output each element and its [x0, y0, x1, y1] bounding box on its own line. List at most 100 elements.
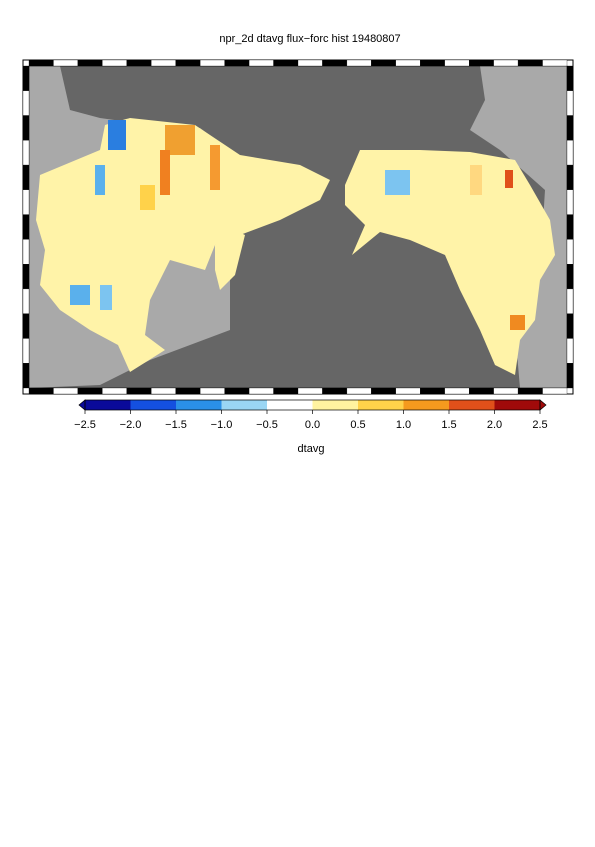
frame-tick — [566, 214, 574, 240]
frame-tick — [22, 164, 30, 190]
colorbar-segment — [176, 400, 222, 410]
frame-tick — [22, 189, 30, 215]
frame-tick — [22, 313, 30, 339]
frame-tick — [22, 363, 30, 389]
colorbar-segment — [494, 400, 540, 410]
frame-tick — [22, 338, 30, 364]
frame-tick — [22, 214, 30, 240]
frame-tick — [126, 59, 152, 67]
frame-tick — [566, 65, 574, 91]
colorbar-segment — [312, 400, 358, 410]
colorbar-tick-label: −1.5 — [165, 419, 187, 431]
colorbar-segment — [449, 400, 495, 410]
anomaly-patches — [70, 120, 525, 330]
frame-tick — [248, 59, 274, 67]
colorbar: −2.5 −2.0 −1.5 −1.0 −0.5 0.0 0.5 1.0 1.5 2.0 2.5 — [74, 399, 548, 431]
colorbar-tick-label: −0.5 — [256, 419, 278, 431]
frame-tick — [28, 387, 54, 395]
colorbar-segment — [130, 400, 176, 410]
frame-tick — [175, 59, 201, 67]
colorbar-segment — [358, 400, 404, 410]
frame-tick — [566, 264, 574, 290]
frame-tick — [420, 387, 445, 395]
frame-tick — [395, 387, 421, 395]
land-america — [470, 66, 567, 388]
colorbar-tick-label: 0.0 — [305, 419, 320, 431]
colorbar-end-low — [78, 399, 86, 411]
frame-tick — [322, 387, 348, 395]
frame-tick — [542, 59, 568, 67]
frame-tick — [224, 387, 250, 395]
frame-tick — [566, 313, 574, 339]
frame-tick — [77, 59, 103, 67]
frame-tick — [297, 59, 323, 67]
map — [22, 59, 574, 395]
frame-tick — [371, 59, 396, 67]
frame-tick — [102, 387, 127, 395]
colorbar-segment — [221, 400, 267, 410]
frame-tick — [469, 387, 494, 395]
frame-tick — [248, 387, 274, 395]
frame-tick — [22, 140, 30, 166]
frame-tick — [566, 288, 574, 314]
frame-tick — [517, 59, 543, 67]
frame-tick — [126, 387, 152, 395]
data-field-kamchatka — [215, 230, 245, 290]
frame-tick — [151, 59, 176, 67]
frame-tick — [273, 387, 299, 395]
frame-tick — [53, 387, 79, 395]
frame-tick — [322, 59, 348, 67]
frame-tick — [542, 387, 568, 395]
frame-tick — [566, 363, 574, 389]
frame-tick — [22, 65, 30, 91]
frame-tick — [346, 387, 372, 395]
map-title: npr_2d dtavg flux−forc hist 19480807 — [219, 33, 400, 45]
frame-tick — [566, 115, 574, 141]
frame-tick — [77, 387, 103, 395]
colorbar-segment — [267, 400, 313, 410]
frame-tick — [444, 387, 470, 395]
colorbar-tick-label: 0.5 — [350, 419, 365, 431]
frame-tick — [151, 387, 176, 395]
colorbar-end-high — [539, 399, 547, 411]
data-field-america — [345, 150, 555, 375]
frame-tick — [175, 387, 201, 395]
frame-tick — [493, 387, 519, 395]
frame-tick — [395, 59, 421, 67]
frame-tick — [566, 189, 574, 215]
frame-tick — [297, 387, 323, 395]
frame-tick — [22, 239, 30, 265]
frame-tick — [102, 59, 127, 67]
frame-tick — [566, 239, 574, 265]
colorbar-segment — [85, 400, 131, 410]
colorbar-tick-label: 2.5 — [532, 419, 547, 431]
frame-tick — [22, 115, 30, 141]
frame-tick — [566, 140, 574, 166]
frame-tick — [22, 264, 30, 290]
colorbar-tick-label: −1.0 — [211, 419, 233, 431]
frame-tick — [469, 59, 494, 67]
frame-tick — [420, 59, 445, 67]
frame-tick — [53, 59, 79, 67]
frame-tick — [517, 387, 543, 395]
colorbar-label: dtavg — [298, 443, 325, 455]
frame-tick — [200, 387, 225, 395]
frame-tick — [371, 387, 396, 395]
colorbar-tick-label: 1.0 — [396, 419, 411, 431]
frame-tick — [346, 59, 372, 67]
map-frame — [22, 59, 574, 395]
colorbar-tick-label: 1.5 — [441, 419, 456, 431]
frame-tick — [444, 59, 470, 67]
frame-tick — [273, 59, 299, 67]
frame-tick — [200, 59, 225, 67]
frame-tick — [22, 288, 30, 314]
colorbar-tick-label: −2.5 — [74, 419, 96, 431]
frame-tick — [493, 59, 519, 67]
frame-tick — [28, 59, 54, 67]
colorbar-segment — [403, 400, 449, 410]
frame-tick — [566, 338, 574, 364]
frame-tick — [224, 59, 250, 67]
frame-tick — [22, 90, 30, 116]
